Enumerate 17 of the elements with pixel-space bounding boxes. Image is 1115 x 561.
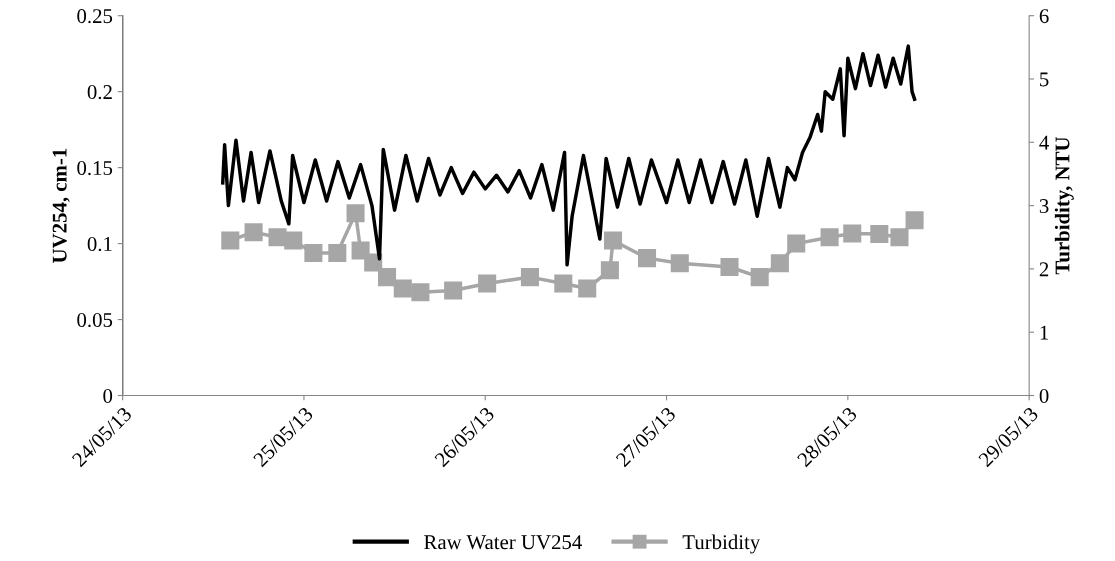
y-tick-label: 0.25	[77, 9, 113, 24]
y2-tick-label: 1	[1040, 325, 1049, 340]
y-tick-label: 0.1	[87, 236, 112, 252]
y2-tick-label: 0	[1039, 388, 1049, 403]
y2-tick-label: 3	[1039, 199, 1049, 214]
y2-axis-title: Turbidity, NTU	[1054, 137, 1074, 275]
y-tick-label: 0.2	[87, 85, 112, 100]
y-tick-label: 0	[103, 388, 113, 403]
y-axis-title: UV254, cm-1	[52, 148, 70, 263]
legend-label: Raw Water UV254	[424, 535, 582, 550]
y2-tick-label: 4	[1039, 135, 1049, 150]
y-tick-label: 0.05	[77, 312, 113, 328]
legend-label: Turbidity	[682, 534, 761, 554]
y-tick-label: 0.15	[77, 161, 113, 176]
y2-tick-label: 5	[1040, 72, 1049, 87]
y2-tick-label: 2	[1039, 262, 1049, 277]
y2-tick-label: 6	[1039, 9, 1049, 24]
